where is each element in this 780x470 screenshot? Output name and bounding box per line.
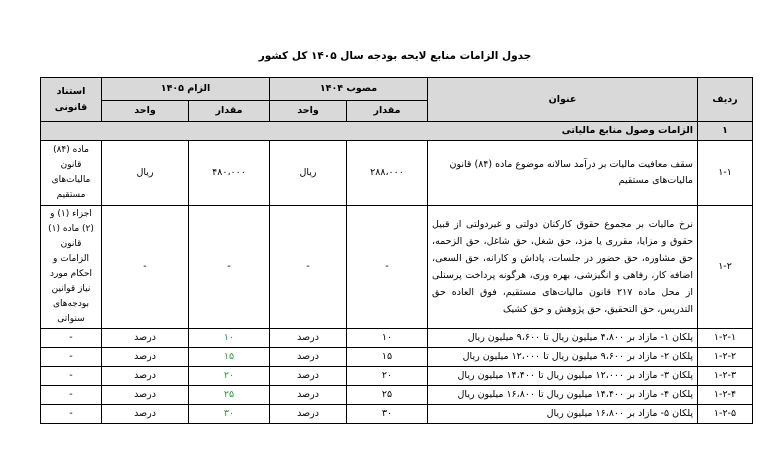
approved-amount: ۲۵ <box>346 385 429 405</box>
legal-basis: - <box>40 347 102 367</box>
row-number: ۱-۲ <box>697 205 754 329</box>
requirement-amount: ۳۰ <box>188 404 270 424</box>
requirement-amount: ۱۵ <box>188 347 270 367</box>
approved-unit: درصد <box>268 366 348 386</box>
requirement-unit: درصد <box>101 366 189 386</box>
requirement-amount: ۱۰ <box>188 328 270 348</box>
subject: پلکان ۲- مازاد بر ۹،۶۰۰ میلیون ریال تا ۱… <box>427 347 699 367</box>
row-number: ۱-۲-۳ <box>697 366 754 386</box>
legal-basis: - <box>40 404 102 424</box>
legal-basis: اجزاء (۱) و (۲) ماده (۱) قانون الزامات و… <box>40 205 102 329</box>
legal-basis: - <box>40 385 102 405</box>
table-row: ۱-۲ نرخ مالیات بر مجموع حقوق کارکنان دولت… <box>40 205 754 329</box>
legal-basis: - <box>40 366 102 386</box>
header-cell: ردیف <box>697 77 754 122</box>
approved-unit: ریال <box>268 140 348 206</box>
header-cell: عنوان <box>427 77 699 122</box>
requirement-unit: درصد <box>101 347 189 367</box>
header-cell: مقدار <box>188 100 270 122</box>
row-number: ۱-۲-۵ <box>697 404 754 424</box>
table-row: ۱-۱ سقف معافیت مالیات بر درآمد سالانه موض… <box>40 140 754 206</box>
approved-amount: - <box>346 205 429 329</box>
table-row: ۱-۲-۵ پلکان ۵- مازاد بر ۱۶،۸۰۰ میلیون ریا… <box>40 404 754 424</box>
table-title: جدول الزامات منابع لایحه بودجه سال ۱۴۰۵ … <box>258 50 532 62</box>
requirement-unit: درصد <box>101 328 189 348</box>
table-row: ۱-۲-۱ پلکان ۱- مازاد بر ۴،۸۰۰ میلیون ریال… <box>40 328 754 348</box>
table-row: ۱-۲-۳ پلکان ۳- مازاد بر ۱۲،۰۰۰ میلیون ریا… <box>40 366 754 386</box>
approved-unit: درصد <box>268 328 348 348</box>
subject: پلکان ۴- مازاد بر ۱۴،۴۰۰ میلیون ریال تا … <box>427 385 699 405</box>
requirement-unit: درصد <box>101 404 189 424</box>
row-number: ۱-۱ <box>697 140 754 206</box>
legal-basis: - <box>40 328 102 348</box>
requirement-unit: ریال <box>101 140 189 206</box>
approved-amount: ۱۰ <box>346 328 429 348</box>
header-cell: مصوب ۱۴۰۴ <box>268 77 429 101</box>
requirement-amount: ۴۸۰،۰۰۰ <box>188 140 270 206</box>
approved-amount: ۱۵ <box>346 347 429 367</box>
header-cell: واحد <box>101 100 189 122</box>
header-cell: استناد قانونی <box>40 77 102 122</box>
approved-amount: ۲۰ <box>346 366 429 386</box>
approved-unit: - <box>268 205 348 329</box>
subject: پلکان ۳- مازاد بر ۱۲،۰۰۰ میلیون ریال تا … <box>427 366 699 386</box>
subject: پلکان ۵- مازاد بر ۱۶،۸۰۰ میلیون ریال <box>427 404 699 424</box>
requirement-amount: ۲۵ <box>188 385 270 405</box>
table-row: ۱-۲-۲ پلکان ۲- مازاد بر ۹،۶۰۰ میلیون ریال… <box>40 347 754 367</box>
row-number: ۱-۲-۲ <box>697 347 754 367</box>
requirement-amount: ۲۰ <box>188 366 270 386</box>
approved-amount: ۳۰ <box>346 404 429 424</box>
subject: نرخ مالیات بر مجموع حقوق کارکنان دولتی و… <box>427 205 699 329</box>
header-cell: الزام ۱۴۰۵ <box>101 77 270 101</box>
row-number: ۱-۲-۱ <box>697 328 754 348</box>
row-number: ۱-۲-۴ <box>697 385 754 405</box>
legal-basis: ماده (۸۴) قانون مالیات‌های مستقیم <box>40 140 102 206</box>
section-row: ۱ الزامات وصول منابع مالیاتی <box>39 121 754 141</box>
requirement-amount: - <box>188 205 270 329</box>
section-title: الزامات وصول منابع مالیاتی <box>39 121 699 141</box>
subject: سقف معافیت مالیات بر درآمد سالانه موضوع … <box>427 140 699 206</box>
approved-unit: درصد <box>268 404 348 424</box>
subject: پلکان ۱- مازاد بر ۴،۸۰۰ میلیون ریال تا ۹… <box>427 328 699 348</box>
requirement-unit: درصد <box>101 385 189 405</box>
approved-unit: درصد <box>268 347 348 367</box>
budget-table: ردیف عنوان مصوب ۱۴۰۴ الزام ۱۴۰۵ استناد ق… <box>39 77 754 424</box>
section-number: ۱ <box>697 121 754 141</box>
requirement-unit: - <box>101 205 189 329</box>
table-row: ۱-۲-۴ پلکان ۴- مازاد بر ۱۴،۴۰۰ میلیون ریا… <box>40 385 754 405</box>
table-body: ۱ الزامات وصول منابع مالیاتی ۱-۱ سقف معاف… <box>39 121 754 424</box>
approved-unit: درصد <box>268 385 348 405</box>
header-cell: مقدار <box>346 100 429 122</box>
header-cell: واحد <box>268 100 348 122</box>
approved-amount: ۲۸۸،۰۰۰ <box>346 140 429 206</box>
